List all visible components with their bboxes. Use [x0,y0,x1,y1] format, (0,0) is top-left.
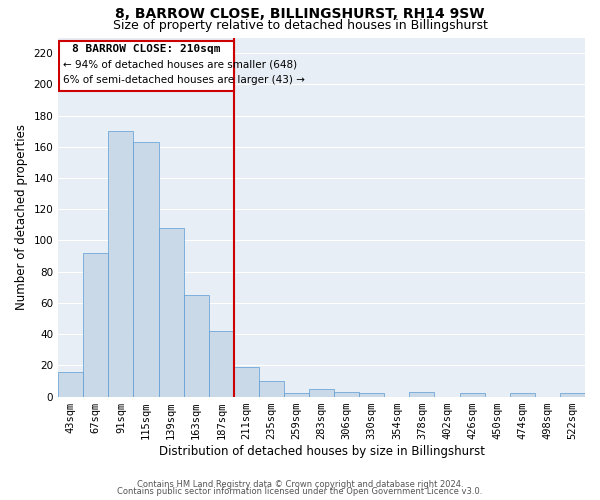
Text: Contains public sector information licensed under the Open Government Licence v3: Contains public sector information licen… [118,487,482,496]
Text: 8 BARROW CLOSE: 210sqm: 8 BARROW CLOSE: 210sqm [73,44,221,54]
Bar [83,253,109,396]
Bar [158,228,184,396]
Bar [234,367,259,396]
Bar [58,372,83,396]
Bar [109,131,133,396]
Bar [409,392,434,396]
Bar [359,394,385,396]
Text: Size of property relative to detached houses in Billingshurst: Size of property relative to detached ho… [113,18,487,32]
Bar [460,394,485,396]
Bar [133,142,158,397]
Text: ← 94% of detached houses are smaller (648): ← 94% of detached houses are smaller (64… [63,60,298,70]
Bar [284,394,309,396]
Bar [259,381,284,396]
Bar [334,392,359,396]
Text: 6% of semi-detached houses are larger (43) →: 6% of semi-detached houses are larger (4… [63,75,305,85]
Bar [309,389,334,396]
Bar [560,394,585,396]
Bar [184,295,209,396]
FancyBboxPatch shape [59,40,234,90]
Bar [510,394,535,396]
Y-axis label: Number of detached properties: Number of detached properties [15,124,28,310]
Text: 8, BARROW CLOSE, BILLINGSHURST, RH14 9SW: 8, BARROW CLOSE, BILLINGSHURST, RH14 9SW [115,8,485,22]
Text: Contains HM Land Registry data © Crown copyright and database right 2024.: Contains HM Land Registry data © Crown c… [137,480,463,489]
Bar [209,331,234,396]
X-axis label: Distribution of detached houses by size in Billingshurst: Distribution of detached houses by size … [158,444,485,458]
